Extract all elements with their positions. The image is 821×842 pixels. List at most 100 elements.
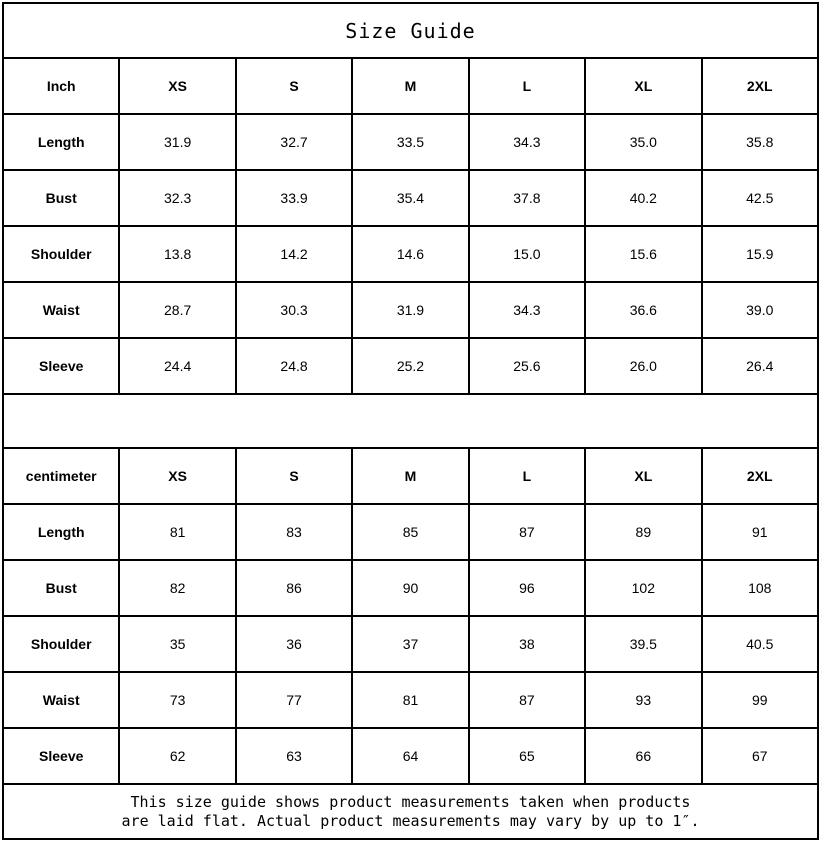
value-cell: 85 xyxy=(351,503,470,561)
value-cell: 90 xyxy=(351,559,470,617)
page-title: Size Guide xyxy=(2,2,819,59)
footer-note-line2: are laid flat. Actual product measuremen… xyxy=(121,811,700,830)
value-cell: 26.0 xyxy=(584,337,703,395)
value-cell: 25.6 xyxy=(467,337,587,395)
value-cell: 83 xyxy=(234,503,354,561)
value-cell: 30.3 xyxy=(234,281,354,339)
value-cell: 24.4 xyxy=(118,337,237,395)
value-cell: 14.2 xyxy=(234,225,354,283)
value-cell: 64 xyxy=(351,727,470,785)
size-col-header-xs: XS xyxy=(118,57,237,115)
value-cell: 38 xyxy=(467,615,587,673)
cm-header-row: centimeter XS S M L XL 2XL xyxy=(1,447,820,505)
size-col-header-2xl: 2XL xyxy=(700,447,820,505)
value-cell: 40.5 xyxy=(700,615,820,673)
size-col-header-xs: XS xyxy=(118,447,237,505)
row-label: Shoulder xyxy=(1,615,121,673)
size-col-header-l: L xyxy=(467,447,587,505)
size-col-header-xl: XL xyxy=(584,447,703,505)
size-col-header-s: S xyxy=(234,57,354,115)
value-cell: 36.6 xyxy=(584,281,703,339)
size-col-header-2xl: 2XL xyxy=(700,57,820,115)
value-cell: 14.6 xyxy=(351,225,470,283)
value-cell: 40.2 xyxy=(584,169,703,227)
value-cell: 35.0 xyxy=(584,113,703,171)
value-cell: 77 xyxy=(234,671,354,729)
value-cell: 31.9 xyxy=(351,281,470,339)
spacer-row xyxy=(2,393,819,449)
row-label: Length xyxy=(1,113,121,171)
value-cell: 15.6 xyxy=(584,225,703,283)
value-cell: 99 xyxy=(700,671,820,729)
size-col-header-l: L xyxy=(467,57,587,115)
cm-unit-label: centimeter xyxy=(1,447,121,505)
row-label: Length xyxy=(1,503,121,561)
inch-row-length: Length 31.9 32.7 33.5 34.3 35.0 35.8 xyxy=(1,113,820,171)
value-cell: 33.9 xyxy=(234,169,354,227)
cm-row-length: Length 81 83 85 87 89 91 xyxy=(1,503,820,561)
value-cell: 82 xyxy=(118,559,237,617)
value-cell: 42.5 xyxy=(700,169,820,227)
size-col-header-m: M xyxy=(351,57,470,115)
row-label: Waist xyxy=(1,281,121,339)
row-label: Shoulder xyxy=(1,225,121,283)
value-cell: 31.9 xyxy=(118,113,237,171)
value-cell: 35.8 xyxy=(700,113,820,171)
value-cell: 81 xyxy=(351,671,470,729)
inch-row-waist: Waist 28.7 30.3 31.9 34.3 36.6 39.0 xyxy=(1,281,820,339)
row-label: Sleeve xyxy=(1,337,121,395)
value-cell: 37.8 xyxy=(467,169,587,227)
value-cell: 39.5 xyxy=(584,615,703,673)
footer-row: This size guide shows product measuremen… xyxy=(2,783,819,840)
value-cell: 87 xyxy=(467,671,587,729)
value-cell: 86 xyxy=(234,559,354,617)
size-col-header-s: S xyxy=(234,447,354,505)
value-cell: 96 xyxy=(467,559,587,617)
title-row: Size Guide xyxy=(2,2,819,59)
row-label: Waist xyxy=(1,671,121,729)
value-cell: 37 xyxy=(351,615,470,673)
value-cell: 34.3 xyxy=(467,281,587,339)
value-cell: 33.5 xyxy=(351,113,470,171)
value-cell: 39.0 xyxy=(700,281,820,339)
row-label: Bust xyxy=(1,169,121,227)
cm-row-bust: Bust 82 86 90 96 102 108 xyxy=(1,559,820,617)
value-cell: 35 xyxy=(118,615,237,673)
value-cell: 66 xyxy=(584,727,703,785)
value-cell: 87 xyxy=(467,503,587,561)
value-cell: 28.7 xyxy=(118,281,237,339)
value-cell: 67 xyxy=(700,727,820,785)
inch-row-sleeve: Sleeve 24.4 24.8 25.2 25.6 26.0 26.4 xyxy=(1,337,820,395)
value-cell: 13.8 xyxy=(118,225,237,283)
footer-note: This size guide shows product measuremen… xyxy=(2,783,819,840)
value-cell: 35.4 xyxy=(351,169,470,227)
value-cell: 32.3 xyxy=(118,169,237,227)
value-cell: 108 xyxy=(700,559,820,617)
spacer-cell xyxy=(2,393,819,449)
cm-row-sleeve: Sleeve 62 63 64 65 66 67 xyxy=(1,727,820,785)
value-cell: 63 xyxy=(234,727,354,785)
value-cell: 25.2 xyxy=(351,337,470,395)
inch-header-row: Inch XS S M L XL 2XL xyxy=(1,57,820,115)
value-cell: 15.9 xyxy=(700,225,820,283)
inch-row-bust: Bust 32.3 33.9 35.4 37.8 40.2 42.5 xyxy=(1,169,820,227)
size-col-header-xl: XL xyxy=(584,57,703,115)
value-cell: 93 xyxy=(584,671,703,729)
inch-row-shoulder: Shoulder 13.8 14.2 14.6 15.0 15.6 15.9 xyxy=(1,225,820,283)
row-label: Sleeve xyxy=(1,727,121,785)
value-cell: 26.4 xyxy=(700,337,820,395)
row-label: Bust xyxy=(1,559,121,617)
value-cell: 24.8 xyxy=(234,337,354,395)
size-col-header-m: M xyxy=(351,447,470,505)
value-cell: 15.0 xyxy=(467,225,587,283)
value-cell: 89 xyxy=(584,503,703,561)
value-cell: 81 xyxy=(118,503,237,561)
value-cell: 34.3 xyxy=(467,113,587,171)
value-cell: 65 xyxy=(467,727,587,785)
value-cell: 102 xyxy=(584,559,703,617)
footer-note-line1: This size guide shows product measuremen… xyxy=(130,792,691,811)
value-cell: 36 xyxy=(234,615,354,673)
value-cell: 32.7 xyxy=(234,113,354,171)
value-cell: 91 xyxy=(700,503,820,561)
